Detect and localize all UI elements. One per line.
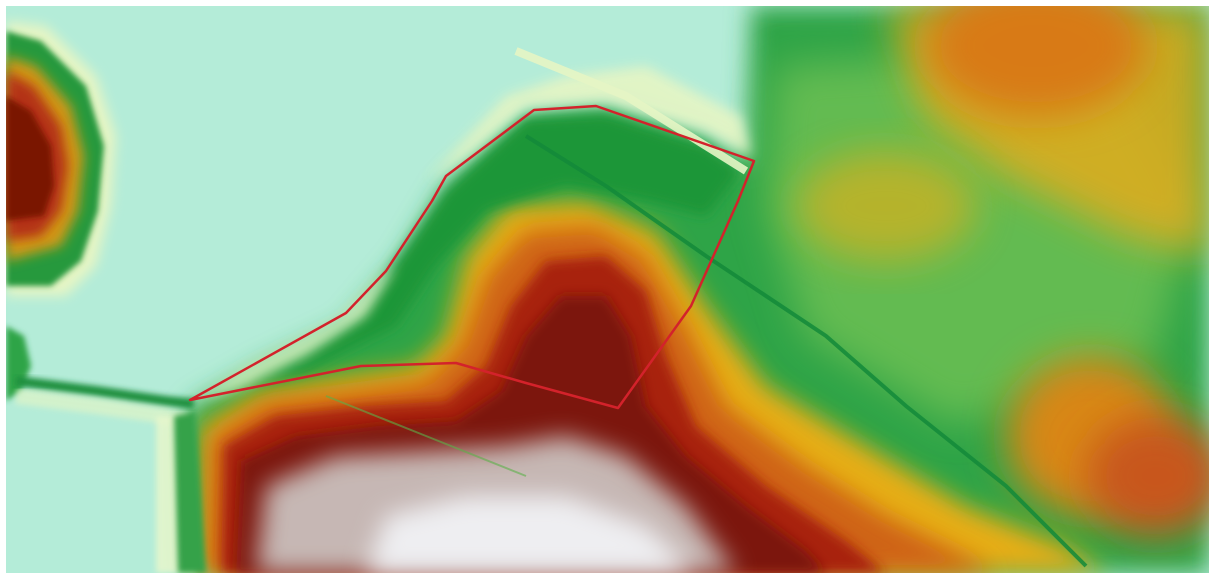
mid-elevation-southeast-core	[1086, 416, 1209, 536]
southwest-field-green	[174, 411, 206, 573]
elevation-map[interactable]	[6, 6, 1209, 573]
field-ditch	[325, 395, 527, 477]
west-drain-knob	[6, 326, 31, 401]
west-hill	[6, 21, 116, 296]
west-drainage-line	[15, 376, 195, 409]
pale-fringe-west	[196, 266, 396, 401]
pale-fringe-north	[426, 66, 751, 181]
summit-peak	[366, 496, 696, 573]
field-boundary-polygon[interactable]	[188, 104, 756, 410]
drainage-channel	[524, 134, 1088, 568]
mid-elevation-north-knob	[926, 6, 1146, 116]
north-road-edge	[514, 47, 749, 175]
yellow-patch-center	[796, 151, 976, 261]
